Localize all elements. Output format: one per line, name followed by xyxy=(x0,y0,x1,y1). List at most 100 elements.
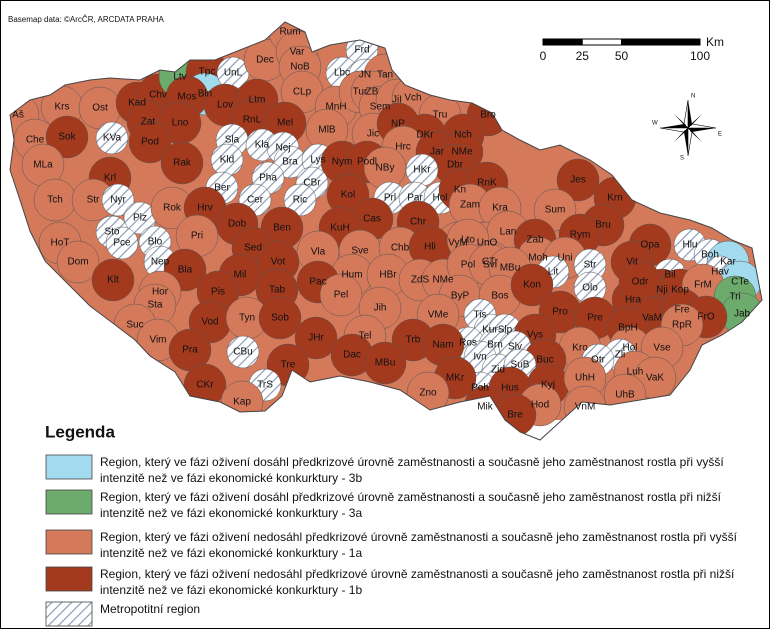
region-label: Odr xyxy=(632,277,649,288)
region-label: CLp xyxy=(293,87,312,98)
region-label: Boh xyxy=(701,250,719,261)
region-label: Pha xyxy=(259,173,277,184)
region-label: Nch xyxy=(454,130,472,141)
region-label: TrS xyxy=(257,380,273,391)
region-label: Kon xyxy=(523,280,541,291)
region-label: Sed xyxy=(244,243,262,254)
region-label: Svi xyxy=(483,260,497,271)
region-label: RnK xyxy=(477,178,497,189)
region-label: Opa xyxy=(641,240,660,251)
region-label: VMe xyxy=(428,310,449,321)
region-label: MKr xyxy=(446,373,465,384)
region-label: Par xyxy=(407,193,423,204)
region xyxy=(101,183,135,217)
region-label: Sok xyxy=(58,132,76,143)
region xyxy=(283,183,317,217)
region-label: Chr xyxy=(410,217,427,228)
region-label: Ros xyxy=(459,338,477,349)
region-label: Hor xyxy=(152,287,169,298)
region-label: UnL xyxy=(224,68,243,79)
region-label: HoT xyxy=(51,238,70,249)
region-label: RpR xyxy=(672,320,692,331)
region-label: Slp xyxy=(498,325,513,336)
region-label: Kol xyxy=(341,190,355,201)
region-label: JN xyxy=(359,70,371,81)
south-label: S xyxy=(680,156,684,162)
region-label: CBr xyxy=(303,178,321,189)
region-label: Ltm xyxy=(249,95,266,106)
region-label: BpH xyxy=(618,323,637,334)
region-label: Bil xyxy=(664,270,675,281)
region xyxy=(91,258,135,302)
region-label: Tyn xyxy=(239,313,255,324)
region-label: Ltv xyxy=(173,72,186,83)
region-label: Vys xyxy=(527,330,543,341)
region-label: Fre xyxy=(675,305,690,316)
east-label: E xyxy=(718,132,722,138)
region xyxy=(160,141,204,185)
region-label: NMe xyxy=(451,147,473,158)
scale-tick-label: 100 xyxy=(690,49,710,63)
region-label: Tru xyxy=(433,110,448,121)
region-label: JHr xyxy=(308,333,324,344)
region-label: Jih xyxy=(374,303,387,314)
region-label: Lno xyxy=(172,118,189,129)
region-label: Jic xyxy=(367,129,379,140)
region-label: Hra xyxy=(625,295,642,306)
region-label: Bra xyxy=(282,157,298,168)
region-label: Tab xyxy=(269,285,286,296)
region-label: Tre xyxy=(281,360,296,371)
legend-swatch xyxy=(45,454,93,480)
region-label: Tel xyxy=(359,331,372,342)
region-label: Jes xyxy=(570,175,586,186)
region-label: Chv xyxy=(149,90,167,101)
region-label: Pra xyxy=(182,345,198,356)
region-label: MBu xyxy=(500,263,521,274)
region xyxy=(105,226,139,260)
region-label: Ivn xyxy=(473,352,486,363)
region-label: UnO xyxy=(477,238,498,249)
region-label: Frd xyxy=(355,45,370,56)
region-label: Bos xyxy=(491,291,508,302)
region-label: Nam xyxy=(432,340,453,351)
region xyxy=(556,158,600,202)
region-label: HBr xyxy=(379,270,397,281)
region-label: Hum xyxy=(341,270,362,281)
region-label: Pis xyxy=(211,287,225,298)
region-label: Hrv xyxy=(197,203,213,214)
legend-label: Metropotitní region xyxy=(100,602,200,616)
region-label: Lbc xyxy=(334,68,350,79)
region-label: Tch xyxy=(47,195,63,206)
region-label: Zam xyxy=(460,200,480,211)
region-label: Bla xyxy=(178,265,193,276)
region-label: Sto xyxy=(104,227,119,238)
region-label: UhB xyxy=(615,390,635,401)
scale-segment xyxy=(581,38,622,46)
legend-swatch xyxy=(45,601,93,627)
region-label: Kra xyxy=(492,203,508,214)
region-label: NP xyxy=(391,119,405,130)
region-label: VaK xyxy=(646,373,664,384)
legend-label: Region, který ve fázi oživení dosáhl pře… xyxy=(100,455,724,469)
scale-tick-label: 50 xyxy=(615,49,629,63)
region-label: Lov xyxy=(217,100,233,111)
region-label: Kld xyxy=(220,155,234,166)
legend-swatch xyxy=(45,566,93,592)
region-label: Luh xyxy=(627,367,644,378)
region-label: Vod xyxy=(201,317,218,328)
region-label: Hol xyxy=(432,193,447,204)
region-label: Krs xyxy=(55,102,70,113)
region-label: Tan xyxy=(377,70,393,81)
region-label: Olo xyxy=(582,283,598,294)
region xyxy=(258,296,302,340)
region-label: Lto xyxy=(461,235,475,246)
region-label: UhH xyxy=(575,373,595,384)
region-label: Aš xyxy=(12,110,24,121)
region-label: Zat xyxy=(141,117,156,128)
region-label: Tri xyxy=(729,292,740,303)
scale-unit: Km xyxy=(706,35,724,49)
region-label: Sob xyxy=(271,313,289,324)
region-label: Vit xyxy=(626,257,638,268)
region-label: Hol xyxy=(622,343,637,354)
north-arrow: N E S W xyxy=(652,94,722,162)
